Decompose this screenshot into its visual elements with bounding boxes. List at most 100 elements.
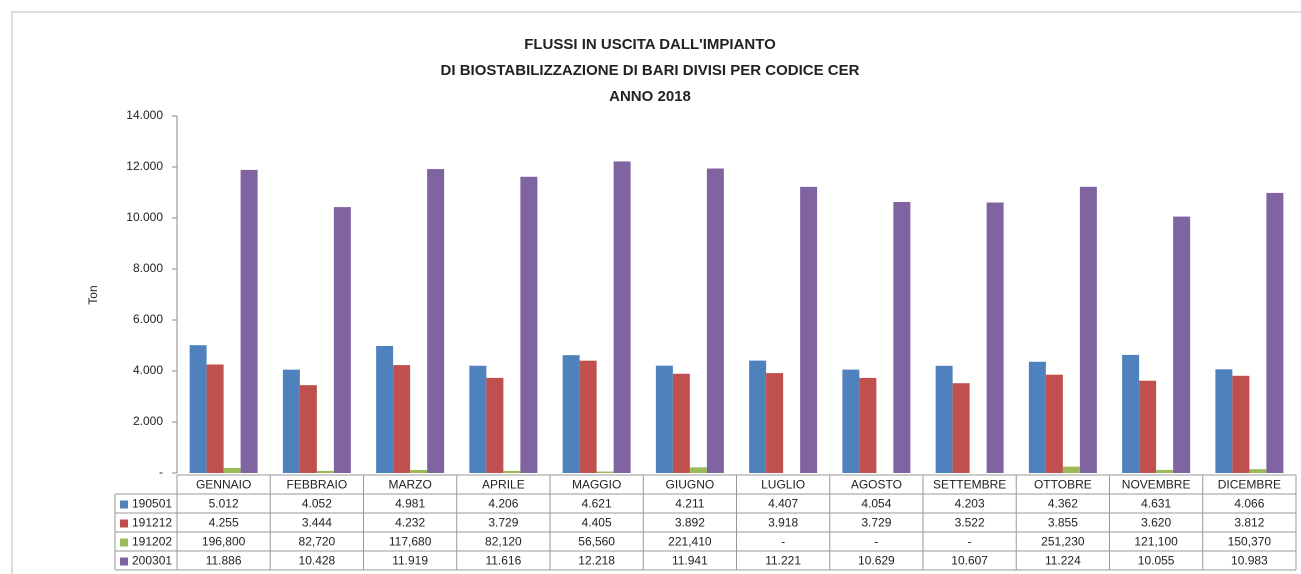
x-tick-label: MAGGIO [572, 478, 621, 492]
bar [1079, 186, 1097, 473]
bar [1045, 374, 1063, 473]
table-cell: 11.941 [672, 554, 708, 568]
table-cell: 4.211 [675, 497, 704, 511]
legend-key [120, 500, 128, 509]
bar [1139, 380, 1157, 473]
legend-label: 191212 [132, 516, 172, 530]
table-cell: 3.522 [955, 516, 985, 530]
bar [893, 201, 911, 473]
x-tick-label: GENNAIO [196, 478, 251, 492]
table-cell: 150,370 [1228, 535, 1272, 549]
y-tick-label: 2.000 [133, 414, 163, 428]
legend-label: 191202 [132, 535, 172, 549]
bar [986, 202, 1004, 474]
table-cell: 82,120 [485, 535, 522, 549]
table-cell: - [968, 535, 972, 549]
table-cell: 11.224 [1045, 554, 1081, 568]
chart-title: FLUSSI IN USCITA DALL'IMPIANTO [524, 36, 776, 53]
table-cell: 4.066 [1234, 497, 1264, 511]
table-cell: 4.052 [302, 497, 332, 511]
x-tick-label: MARZO [388, 478, 431, 492]
table-cell: 121,100 [1134, 535, 1178, 549]
x-tick-label: APRILE [482, 478, 525, 492]
bar [486, 377, 504, 473]
table-cell: 4.407 [768, 497, 798, 511]
y-tick-label: 12.000 [126, 159, 163, 173]
table-cell: 3.892 [675, 516, 705, 530]
bar [1266, 192, 1284, 473]
legend-key [120, 519, 128, 528]
table-cell: 4.206 [488, 497, 518, 511]
bar [240, 169, 258, 474]
x-tick-label: AGOSTO [851, 478, 902, 492]
table-cell: 11.919 [392, 554, 428, 568]
table-cell: 10.607 [951, 554, 988, 568]
table-cell: 3.729 [488, 516, 518, 530]
table-cell: 3.812 [1234, 516, 1264, 530]
table-cell: 10.428 [299, 554, 336, 568]
bar [1173, 216, 1191, 473]
bar [282, 369, 300, 473]
table-cell: 251,230 [1041, 535, 1085, 549]
table-cell: 11.221 [765, 554, 801, 568]
bar [935, 365, 953, 473]
x-tick-label: NOVEMBRE [1122, 478, 1191, 492]
x-tick-label: SETTEMBRE [933, 478, 1006, 492]
y-tick-label: 6.000 [133, 312, 163, 326]
table-cell: 82,720 [299, 535, 336, 549]
bar [333, 207, 351, 473]
bar [689, 467, 707, 473]
bar [1122, 354, 1140, 473]
table-cell: 4.054 [861, 497, 891, 511]
bar [393, 365, 411, 473]
bar [1156, 469, 1174, 473]
bar [520, 176, 538, 474]
table-cell: 3.855 [1048, 516, 1078, 530]
chart-title: ANNO 2018 [609, 88, 691, 105]
table-cell: 4.631 [1141, 497, 1171, 511]
bar [800, 186, 818, 473]
table-cell: - [781, 535, 785, 549]
y-tick-label: 4.000 [133, 363, 163, 377]
table-cell: 4.621 [582, 497, 612, 511]
legend-key [120, 538, 128, 547]
table-cell: 4.405 [582, 516, 612, 530]
table-cell: 4.203 [955, 497, 985, 511]
table-cell: 196,800 [202, 535, 246, 549]
bar [299, 385, 317, 473]
x-tick-label: OTTOBRE [1034, 478, 1092, 492]
table-cell: 3.444 [302, 516, 332, 530]
table-cell: 3.620 [1141, 516, 1171, 530]
y-tick-label: 14.000 [126, 108, 163, 122]
y-tick-label: 10.000 [126, 210, 163, 224]
bar [655, 365, 673, 473]
table-cell: 10.983 [1231, 554, 1268, 568]
table-cell: 221,410 [668, 535, 712, 549]
bar [223, 467, 241, 473]
x-tick-label: LUGLIO [761, 478, 805, 492]
table-cell: 117,680 [389, 535, 432, 549]
y-tick-label: 8.000 [133, 261, 163, 275]
table-cell: 4.981 [395, 497, 425, 511]
x-tick-label: DICEMBRE [1218, 478, 1281, 492]
table-cell: 11.886 [206, 554, 242, 568]
legend-key [120, 557, 128, 566]
bar [1028, 361, 1046, 473]
bar [1249, 469, 1267, 473]
table-cell: 10.629 [858, 554, 895, 568]
legend-label: 190501 [132, 497, 172, 511]
bar [1232, 375, 1250, 473]
bar [376, 345, 394, 473]
table-cell: 3.918 [768, 516, 798, 530]
bar [427, 169, 445, 474]
table-cell: 3.729 [861, 516, 891, 530]
bar [706, 168, 724, 473]
bar [469, 365, 487, 473]
bar [316, 470, 334, 473]
bar [189, 345, 207, 473]
table-cell: 10.055 [1138, 554, 1175, 568]
x-tick-label: GIUGNO [666, 478, 715, 492]
bar [1062, 466, 1080, 473]
